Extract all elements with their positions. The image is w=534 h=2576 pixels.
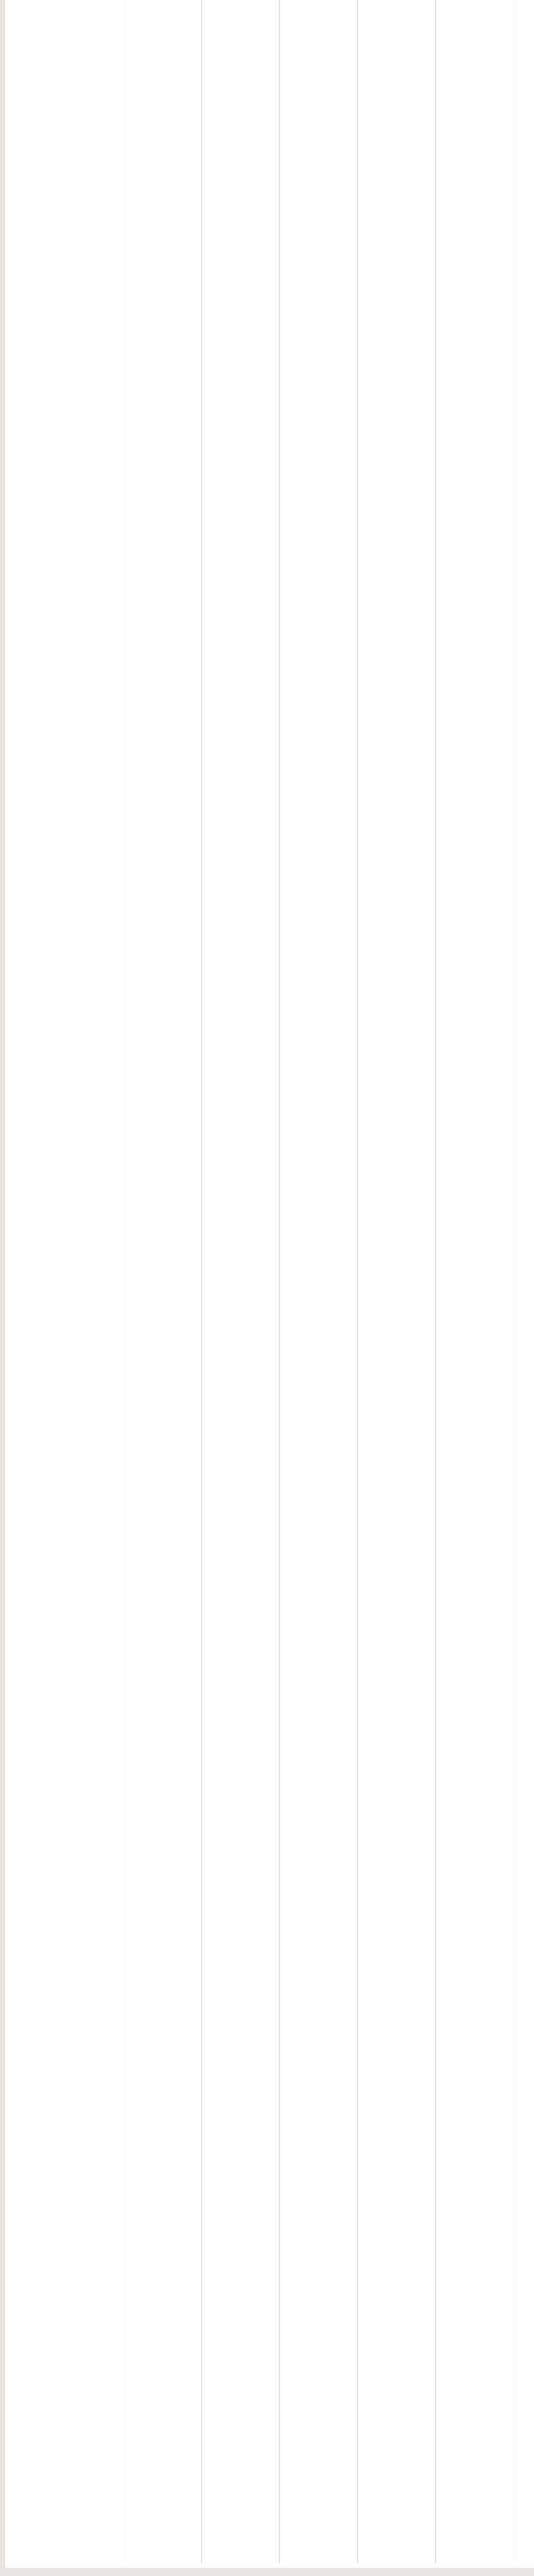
gridline-40	[279, 0, 280, 2563]
gridline-60	[357, 0, 358, 2563]
gridline-20	[201, 0, 202, 2563]
window-left-edge	[0, 0, 5, 2576]
window-bottom-edge	[0, 2568, 534, 2576]
gridline-80	[435, 0, 436, 2563]
category-label-column	[5, 0, 118, 2563]
plot-area	[124, 0, 513, 2563]
